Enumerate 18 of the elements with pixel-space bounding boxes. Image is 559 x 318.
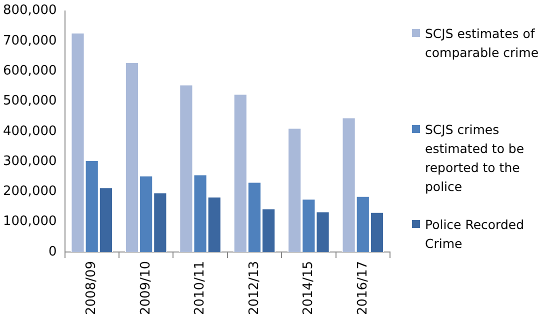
y-tick-label: 600,000 [2, 63, 57, 78]
y-tick-label: 200,000 [2, 184, 57, 200]
x-tick-label: 2016/17 [355, 260, 370, 316]
x-tick-label: 2008/09 [84, 260, 100, 316]
y-tick-label: 800,000 [2, 3, 57, 18]
legend-label: SCJS crimes estimated to be reported to the police [425, 121, 526, 196]
legend-label: SCJS estimates of comparable crime [425, 25, 540, 62]
x-tick-label: 2009/10 [138, 260, 154, 316]
y-tick-label: 0 [48, 244, 57, 260]
x-tick-label: 2014/15 [301, 260, 316, 316]
y-tick-label: 400,000 [2, 124, 57, 139]
y-tick-label: 700,000 [2, 33, 57, 48]
x-tick-label: 2012/13 [246, 260, 262, 316]
y-tick-label: 100,000 [2, 214, 57, 230]
x-tick-label: 2010/11 [192, 260, 208, 316]
y-tick-label: 300,000 [2, 154, 57, 169]
y-tick-label: 500,000 [2, 94, 57, 109]
legend-label: Police Recorded Crime [425, 216, 526, 253]
